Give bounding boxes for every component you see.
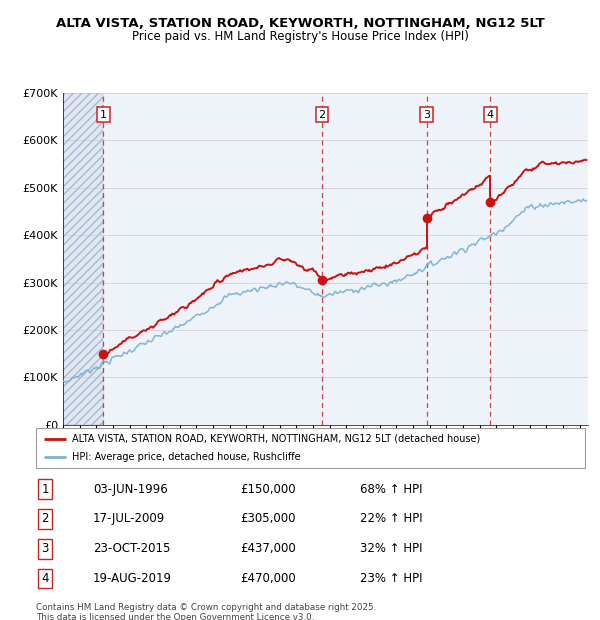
Text: Contains HM Land Registry data © Crown copyright and database right 2025.
This d: Contains HM Land Registry data © Crown c… — [36, 603, 376, 620]
Text: ALTA VISTA, STATION ROAD, KEYWORTH, NOTTINGHAM, NG12 5LT (detached house): ALTA VISTA, STATION ROAD, KEYWORTH, NOTT… — [71, 433, 480, 444]
Text: 03-JUN-1996: 03-JUN-1996 — [93, 483, 168, 495]
Text: 17-JUL-2009: 17-JUL-2009 — [93, 513, 165, 525]
Text: 4: 4 — [41, 572, 49, 585]
Text: 19-AUG-2019: 19-AUG-2019 — [93, 572, 172, 585]
Text: £470,000: £470,000 — [240, 572, 296, 585]
Text: 22% ↑ HPI: 22% ↑ HPI — [360, 513, 422, 525]
Text: 23-OCT-2015: 23-OCT-2015 — [93, 542, 170, 555]
Text: ALTA VISTA, STATION ROAD, KEYWORTH, NOTTINGHAM, NG12 5LT: ALTA VISTA, STATION ROAD, KEYWORTH, NOTT… — [56, 17, 544, 30]
Text: HPI: Average price, detached house, Rushcliffe: HPI: Average price, detached house, Rush… — [71, 452, 301, 463]
Text: 3: 3 — [423, 110, 430, 120]
Bar — [63, 93, 103, 425]
Text: £150,000: £150,000 — [240, 483, 296, 495]
Text: Price paid vs. HM Land Registry's House Price Index (HPI): Price paid vs. HM Land Registry's House … — [131, 30, 469, 43]
Text: 2: 2 — [319, 110, 326, 120]
FancyBboxPatch shape — [36, 428, 585, 468]
Text: 23% ↑ HPI: 23% ↑ HPI — [360, 572, 422, 585]
Text: 2: 2 — [41, 513, 49, 525]
Bar — [103, 93, 588, 425]
Text: 3: 3 — [41, 542, 49, 555]
Text: £305,000: £305,000 — [240, 513, 296, 525]
Text: 4: 4 — [487, 110, 494, 120]
Text: 1: 1 — [100, 110, 107, 120]
Text: 32% ↑ HPI: 32% ↑ HPI — [360, 542, 422, 555]
Text: £437,000: £437,000 — [240, 542, 296, 555]
Text: 1: 1 — [41, 483, 49, 495]
Bar — [63, 93, 103, 425]
Text: 68% ↑ HPI: 68% ↑ HPI — [360, 483, 422, 495]
